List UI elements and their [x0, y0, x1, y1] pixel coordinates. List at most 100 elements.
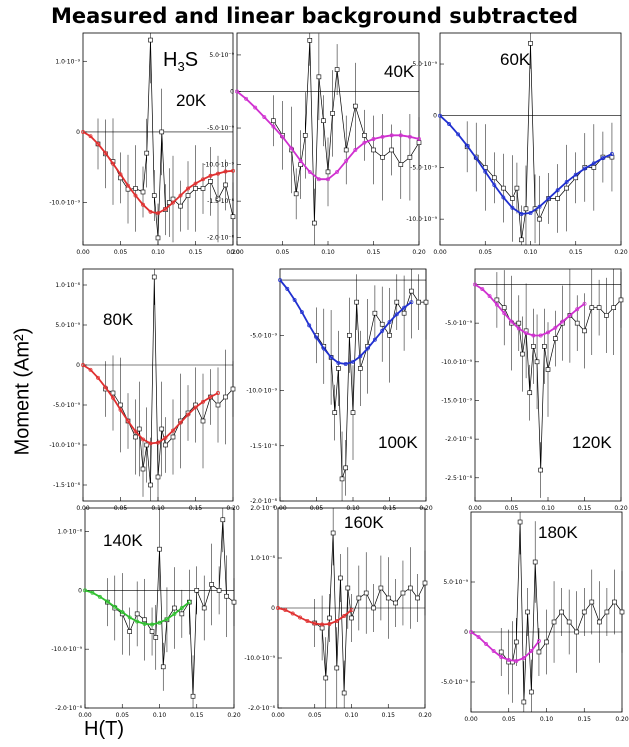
panel-160K-fit-point: [349, 608, 354, 612]
panel-180K-fit-point: [529, 649, 534, 653]
x-axis-label: H(T): [84, 718, 124, 740]
panel-80K-measured-point: [223, 394, 228, 400]
panel-40K-measured-line: [273, 40, 420, 224]
panel-80K-measured-line: [105, 276, 234, 486]
panel-120K-ytick-label: -15.0·10⁻⁹: [441, 397, 472, 404]
panel-40K-measured-point: [330, 111, 335, 116]
panel-60K-fit-point: [582, 166, 587, 171]
panel-40K-ytick-label: -2.0·10⁻⁸: [207, 235, 234, 242]
panel-20K-fit-point: [186, 186, 190, 191]
panel-40K-fit-point: [362, 140, 367, 145]
panel-40K-temperature-label: 40K: [384, 62, 415, 81]
panel-40K-ytick-label: 0: [230, 88, 234, 95]
panel-80K-xtick-label: 0.15: [189, 505, 203, 512]
panel-80K-fit-point: [201, 399, 205, 404]
panel-100K-fit-point: [307, 323, 312, 328]
panel-100K-fit-point: [402, 305, 407, 310]
panel-140K-measured-point: [224, 593, 229, 599]
panel-60K-measured-point: [609, 154, 615, 160]
panel-120K-xtick-label: 0.20: [614, 505, 628, 512]
panel-60K-measured-point: [510, 196, 515, 201]
panel-100K-measured-point: [394, 299, 400, 305]
panel-80K-measured-point: [215, 402, 221, 408]
panel-160K-xtick-label: 0.05: [308, 712, 322, 719]
panel-80K-fit-point: [208, 395, 213, 399]
panel-60K-ytick-label: 5.0·10⁻⁹: [412, 61, 437, 68]
panel-100K-xtick-label: 0.05: [310, 505, 324, 512]
panel-20K-fit-point: [178, 193, 183, 198]
panel-120K-fit-line: [474, 283, 586, 337]
panel-160K-ytick-label: -2.0·10⁻⁸: [248, 705, 275, 712]
panel-160K-measured-point: [323, 675, 329, 681]
panel-80K-ytick-label: -10.0·10⁻⁹: [49, 442, 80, 449]
panel-20K-xtick-label: 0.20: [226, 249, 240, 256]
panel-140K-xtick-label: 0.20: [227, 712, 241, 719]
panel-160K-ytick-label: 0: [271, 605, 275, 612]
panel-80K-measured-point: [159, 426, 165, 432]
panel-60K-measured-point: [564, 185, 570, 191]
panel-40K-xtick-label: 0.05: [276, 249, 290, 256]
panel-100K-fit-point: [343, 362, 348, 366]
panel-20K-fit-point: [156, 211, 160, 216]
panel-140K-measured-point: [216, 588, 222, 593]
panel-80K-ytick-label: 0: [76, 362, 80, 369]
panel-20K-fit-point: [193, 181, 198, 186]
panel-140K-measured-point: [231, 599, 237, 605]
panel-140K-ytick-label: -10.0·10⁻⁹: [51, 646, 82, 653]
panel-140K-fit-point: [164, 617, 169, 622]
panel-60K-fit-point: [591, 161, 596, 166]
panel-40K-measured-point: [334, 67, 340, 72]
panel-140K-fit-point: [179, 606, 184, 610]
panel-140K-temperature-label: 140K: [103, 531, 143, 550]
panel-100K-measured-point: [357, 366, 363, 371]
panel-80K-fit-point: [156, 440, 160, 445]
panel-40K-measured-point: [352, 103, 358, 109]
panel-160K-fit-point: [305, 619, 310, 623]
panel-140K-fit-point: [83, 588, 87, 593]
panel-180K-measured-point: [559, 609, 564, 615]
panel-20K-measured-point: [223, 182, 228, 188]
panel-40K-measured-point: [271, 118, 276, 124]
panel-80K-fit-point: [81, 363, 85, 367]
panel-40K-fit-point: [307, 169, 312, 174]
panel-180K-ytick-label: -5.0·10⁻⁹: [441, 679, 468, 686]
panel-40K-fit-point: [398, 133, 403, 138]
figure-title: Measured and linear background subtracte…: [50, 4, 579, 28]
panel-80K-fit-point: [193, 405, 198, 410]
panel-20K-measured-point: [148, 37, 153, 43]
panel-100K-fit-point: [351, 359, 355, 364]
panel-120K-fit-point: [487, 294, 492, 299]
panel-80K-xtick-label: 0.05: [114, 505, 128, 512]
panel-80K-fit-point: [118, 407, 123, 412]
panel-180K-fit-point: [499, 655, 504, 659]
panel-180K-fit-point: [484, 642, 489, 646]
panel-100K-fit-point: [278, 278, 282, 282]
panel-80K-fit-point: [96, 375, 100, 380]
panel-20K-measured-point: [208, 179, 213, 184]
panel-140K-fit-point: [172, 611, 177, 616]
panel-20K-measured-point: [185, 193, 191, 198]
panel-60K-xtick-label: 0.00: [433, 249, 447, 256]
panel-160K-measured-point: [356, 595, 362, 601]
panel-60K-fit-point: [456, 132, 461, 137]
panel-120K-measured-point: [545, 367, 551, 372]
panel-40K-fit-point: [244, 96, 249, 101]
panel-120K-fit-point: [502, 311, 507, 316]
panel-40K-measured-point: [398, 162, 404, 167]
panel-120K-measured-point: [611, 305, 617, 310]
panel-160K-fit-point: [327, 622, 332, 626]
panel-140K-measured-point: [209, 582, 214, 587]
panel-60K-measured-point: [591, 165, 597, 170]
panel-20K-measured-point: [230, 214, 236, 220]
panel-140K-ytick-label: 1.0·10⁻⁸: [57, 529, 82, 536]
panel-180K-xtick-label: 0.15: [578, 716, 592, 723]
panel-20K-ytick-label: 1.0·10⁻⁹: [55, 58, 80, 65]
panel-120K-fit-point: [553, 325, 558, 330]
panel-160K-fit-point: [298, 615, 302, 620]
panel-20K-ytick-label: -10.0·10⁻⁹: [49, 200, 80, 207]
panel-100K-fit-point: [336, 360, 341, 365]
panel-160K-fit-point: [312, 621, 317, 626]
panel-20K-fit-point: [111, 161, 115, 166]
panel-160K-xtick-label: 0.20: [418, 712, 432, 719]
